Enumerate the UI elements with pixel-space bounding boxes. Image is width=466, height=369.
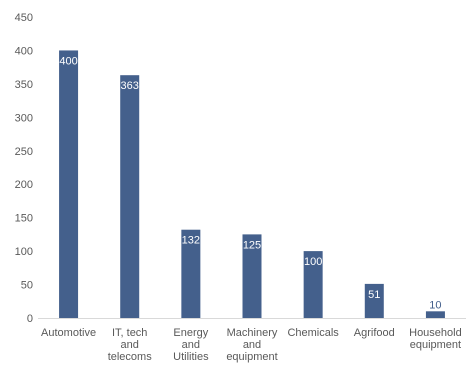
x-tick-label-line: Utilities (173, 351, 209, 363)
data-label: 400 (59, 55, 77, 67)
bar (242, 234, 262, 318)
x-tick-label-line: Agrifood (354, 327, 395, 339)
x-tick-label: Energy and Utilities (173, 327, 209, 363)
x-tick-label-line: Machinery (227, 327, 278, 339)
data-label: 10 (429, 299, 441, 311)
data-label: 132 (182, 235, 200, 247)
data-labels: 400 363 132 125 100 51 10 (59, 55, 441, 311)
x-tick-label-line: Energy (173, 327, 208, 339)
y-tick-label: 150 (15, 213, 33, 225)
bar (59, 50, 79, 318)
x-tick-label-line: Chemicals (287, 327, 339, 339)
bar (303, 251, 323, 318)
y-tick-label: 400 (15, 45, 33, 57)
bar (181, 229, 201, 318)
bar (425, 311, 445, 318)
data-label: 100 (304, 256, 322, 268)
x-tick-label: Agrifood (354, 327, 395, 339)
data-label: 363 (121, 80, 139, 92)
bars (59, 50, 445, 319)
bar (120, 75, 140, 319)
y-axis: 0 50 100 150 200 250 300 350 400 450 (15, 12, 33, 325)
x-tick-label-line: and (243, 339, 261, 351)
data-label: 125 (243, 239, 261, 251)
x-tick-label: IT, tech and telecoms (108, 327, 153, 363)
bar (364, 283, 384, 318)
x-tick-label-line: and (182, 339, 200, 351)
x-tick-label: Chemicals (287, 327, 339, 339)
y-tick-label: 0 (27, 313, 33, 325)
y-tick-label: 450 (15, 12, 33, 24)
x-tick-label-line: Automotive (41, 327, 96, 339)
y-tick-label: 250 (15, 146, 33, 158)
x-tick-label-line: telecoms (108, 351, 153, 363)
x-tick-label: Household equipment (409, 327, 462, 351)
x-tick-label-line: equipment (226, 351, 277, 363)
x-tick-label: Machinery and equipment (226, 327, 278, 363)
y-tick-label: 200 (15, 179, 33, 191)
x-tick-label-line: IT, tech (112, 327, 147, 339)
y-tick-label: 300 (15, 112, 33, 124)
x-tick-label-line: Household (409, 327, 462, 339)
y-tick-label: 350 (15, 79, 33, 91)
y-tick-label: 100 (15, 246, 33, 258)
x-tick-label: Automotive (41, 327, 96, 339)
data-label: 51 (368, 289, 380, 301)
y-tick-label: 50 (21, 280, 33, 292)
x-tick-label-line: and (121, 339, 139, 351)
x-tick-label-line: equipment (410, 339, 461, 351)
